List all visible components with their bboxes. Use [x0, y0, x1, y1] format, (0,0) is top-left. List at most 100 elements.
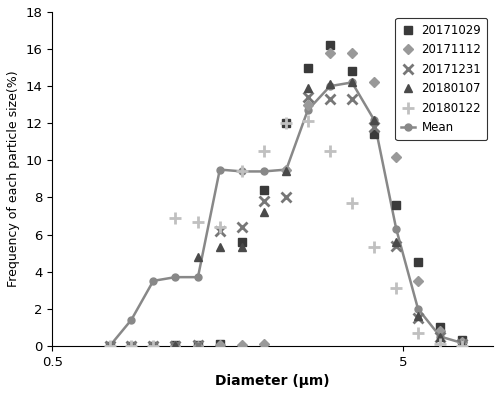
20180122 [371, 245, 377, 250]
Mean [415, 306, 421, 311]
20171029 [349, 69, 355, 73]
20171231 [172, 343, 178, 348]
20171029 [393, 203, 399, 207]
20171029 [304, 65, 310, 70]
Line: 20171231: 20171231 [105, 92, 467, 351]
20180122 [304, 119, 310, 124]
20171231 [107, 343, 113, 348]
20171231 [240, 225, 246, 229]
20180122 [327, 149, 333, 153]
20180122 [150, 343, 156, 348]
Line: 20171112: 20171112 [106, 49, 466, 350]
20171112 [437, 329, 443, 333]
20171112 [284, 167, 290, 172]
20171231 [128, 343, 134, 348]
20180122 [284, 121, 290, 126]
Mean [260, 169, 266, 174]
20171029 [327, 43, 333, 48]
20171029 [415, 260, 421, 265]
20180107 [284, 169, 290, 174]
20171029 [217, 342, 223, 346]
20171112 [327, 51, 333, 55]
20180107 [459, 342, 465, 346]
20180122 [217, 225, 223, 229]
Mean [371, 117, 377, 122]
Line: 20180107: 20180107 [106, 79, 466, 350]
20180107 [327, 82, 333, 87]
20171029 [107, 343, 113, 348]
X-axis label: Diameter (μm): Diameter (μm) [216, 374, 330, 388]
20180107 [217, 245, 223, 250]
20180122 [107, 343, 113, 348]
20171231 [284, 195, 290, 200]
Line: Mean: Mean [106, 79, 466, 349]
20180107 [371, 117, 377, 122]
Mean [150, 278, 156, 283]
20171029 [284, 121, 290, 126]
20171029 [128, 343, 134, 348]
20171112 [217, 342, 223, 347]
Mean [459, 340, 465, 345]
Mean [284, 167, 290, 172]
20171029 [459, 338, 465, 342]
20171231 [349, 97, 355, 102]
20171112 [393, 154, 399, 159]
20180107 [128, 343, 134, 348]
20180122 [349, 201, 355, 205]
Mean [195, 275, 201, 280]
20171029 [172, 342, 178, 347]
20171112 [415, 278, 421, 283]
Mean [304, 108, 310, 113]
20171231 [459, 342, 465, 346]
20180122 [240, 169, 246, 174]
20180122 [393, 286, 399, 291]
20180107 [150, 343, 156, 348]
20171231 [304, 95, 310, 100]
20171231 [415, 316, 421, 320]
20180122 [459, 343, 465, 348]
20180107 [393, 239, 399, 244]
20171112 [195, 343, 201, 348]
20180107 [240, 245, 246, 250]
Line: 20180122: 20180122 [104, 116, 468, 351]
20171029 [437, 325, 443, 329]
20180122 [260, 149, 266, 153]
20171231 [217, 228, 223, 233]
20171231 [327, 97, 333, 102]
Legend: 20171029, 20171112, 20171231, 20180107, 20180122, Mean: 20171029, 20171112, 20171231, 20180107, … [396, 18, 487, 140]
20180107 [260, 210, 266, 214]
20171112 [371, 80, 377, 85]
Line: 20171029: 20171029 [106, 41, 466, 350]
Mean [437, 334, 443, 339]
20171029 [195, 342, 201, 347]
20171112 [260, 342, 266, 346]
Mean [327, 84, 333, 88]
20180107 [107, 343, 113, 348]
20180107 [172, 342, 178, 347]
Mean [349, 80, 355, 85]
20171029 [150, 343, 156, 348]
20171029 [371, 132, 377, 137]
20180107 [415, 314, 421, 318]
20171112 [150, 343, 156, 348]
Mean [393, 227, 399, 231]
20171112 [172, 343, 178, 348]
20180122 [437, 342, 443, 346]
Mean [172, 275, 178, 280]
20171112 [304, 102, 310, 107]
20171112 [349, 51, 355, 55]
20171029 [260, 188, 266, 192]
20171231 [195, 342, 201, 347]
Mean [128, 318, 134, 322]
20171231 [393, 243, 399, 248]
Mean [240, 169, 246, 174]
Mean [217, 167, 223, 172]
20180122 [195, 219, 201, 224]
20171231 [371, 124, 377, 129]
20180122 [415, 331, 421, 335]
20180107 [304, 86, 310, 90]
20171112 [107, 343, 113, 348]
20180107 [195, 254, 201, 259]
20171112 [459, 340, 465, 344]
20180122 [172, 215, 178, 220]
